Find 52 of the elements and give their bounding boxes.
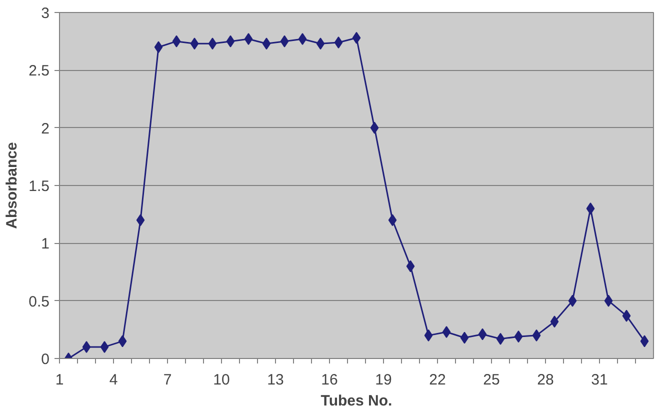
point — [424, 329, 433, 342]
point — [100, 340, 109, 353]
x-tick-label: 16 — [321, 372, 338, 388]
point — [640, 335, 649, 348]
y-tick-label: 1 — [41, 236, 50, 253]
x-tick-label: 7 — [163, 372, 172, 388]
point — [550, 316, 559, 328]
point — [442, 326, 451, 338]
point — [532, 329, 541, 342]
y-tick-label: 1.5 — [28, 178, 50, 195]
point — [136, 214, 145, 226]
x-tick-label: 4 — [109, 372, 118, 388]
point — [460, 332, 469, 344]
point — [172, 35, 181, 48]
x-tick-label: 19 — [375, 372, 392, 388]
point — [262, 38, 271, 50]
point — [208, 38, 217, 50]
x-tick-label: 22 — [429, 372, 446, 388]
x-tick-label: 13 — [267, 372, 284, 388]
point — [406, 260, 415, 272]
x-tick-label: 10 — [213, 372, 230, 388]
point — [622, 310, 631, 322]
point — [82, 340, 91, 353]
y-tick-label: 2.5 — [28, 62, 50, 80]
point — [280, 35, 289, 48]
point — [154, 41, 163, 54]
point — [118, 335, 127, 348]
point — [226, 35, 235, 48]
point — [388, 214, 397, 226]
y-tick-label: 0.5 — [28, 293, 50, 310]
point — [316, 38, 325, 50]
x-tick-label: 1 — [55, 372, 64, 388]
point — [514, 330, 523, 343]
y-tick-label: 3 — [41, 5, 50, 22]
point — [496, 332, 505, 345]
x-axis-title: Tubes No. — [320, 392, 392, 410]
point — [568, 294, 577, 307]
point — [334, 36, 343, 48]
x-tick-label: 25 — [483, 372, 500, 388]
y-tick-label: 0 — [41, 351, 50, 368]
y-axis-title: Absorbance — [4, 142, 21, 229]
point — [586, 202, 595, 215]
point — [478, 328, 487, 340]
x-tick-label: 28 — [537, 372, 554, 388]
point — [352, 32, 361, 44]
point — [370, 122, 379, 134]
y-tick-label: 2 — [41, 120, 50, 138]
point — [244, 33, 253, 46]
point — [298, 33, 307, 46]
x-tick-label: 31 — [591, 372, 608, 388]
point — [604, 294, 613, 307]
point — [190, 38, 199, 50]
